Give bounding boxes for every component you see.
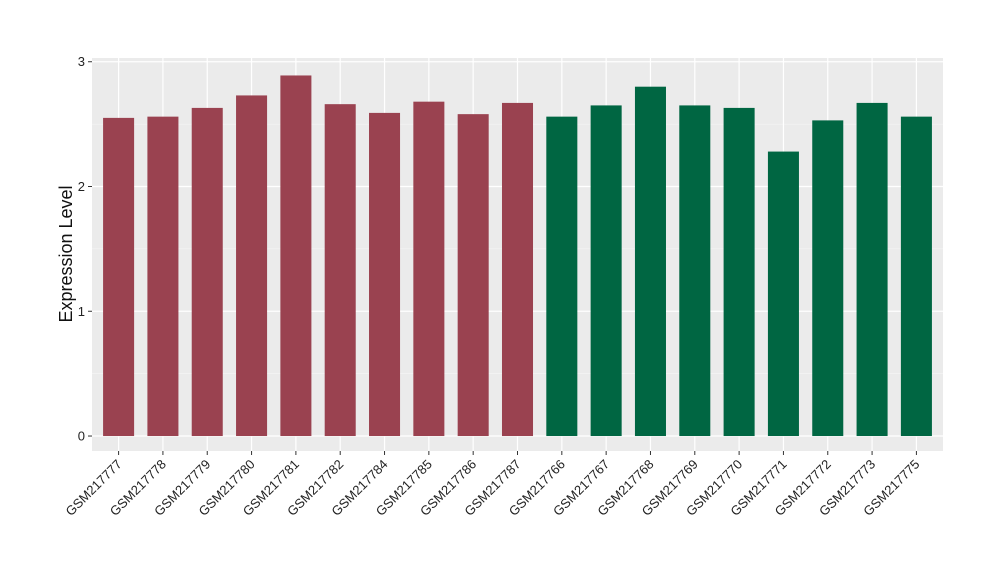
bar-GSM217772: [812, 120, 844, 437]
y-tick-label: 2: [78, 179, 85, 194]
bar-GSM217769: [679, 105, 711, 437]
bar-GSM217787: [501, 102, 534, 437]
bar-GSM217768: [634, 86, 666, 437]
bar-GSM217773: [856, 102, 888, 437]
y-tick-label: 1: [78, 304, 85, 319]
bar-GSM217767: [590, 105, 622, 437]
bar-GSM217779: [191, 107, 223, 437]
y-axis: 0 1 2 3: [78, 54, 92, 444]
bar-GSM217766: [546, 116, 578, 437]
bar-GSM217782: [324, 104, 356, 437]
bar-GSM217784: [369, 112, 401, 437]
bar-GSM217780: [236, 95, 268, 437]
bar-GSM217770: [723, 107, 755, 437]
y-axis-title: Expression Level: [56, 185, 76, 322]
bar-GSM217775: [900, 116, 932, 437]
bar-GSM217778: [147, 116, 179, 437]
y-tick-label: 0: [78, 429, 85, 444]
bar-GSM217771: [767, 151, 799, 437]
y-tick-label: 3: [78, 54, 85, 69]
bar-GSM217781: [280, 75, 312, 437]
bar-GSM217785: [413, 101, 445, 437]
bar-GSM217786: [457, 114, 489, 437]
bar-GSM217777: [103, 117, 135, 437]
x-axis: GSM217777GSM217778GSM217779GSM217780GSM2…: [62, 451, 923, 519]
bars: [103, 75, 932, 437]
